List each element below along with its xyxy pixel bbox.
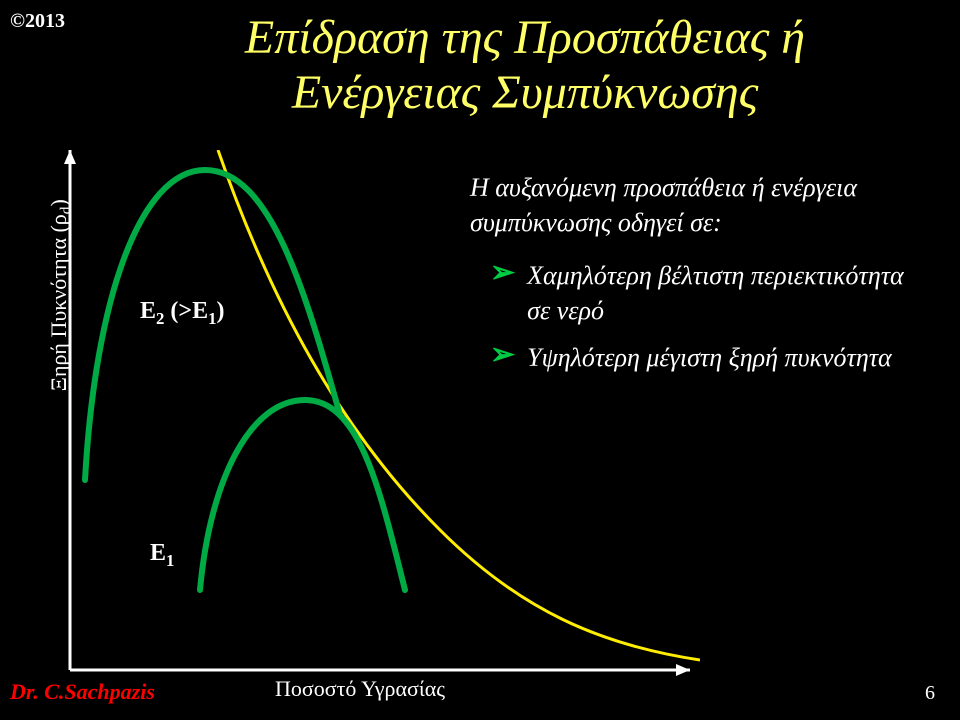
arrow-icon: ➢ — [490, 258, 515, 288]
page-number: 6 — [925, 682, 935, 705]
bullet-2: ➢ Υψηλότερη μέγιστη ξηρή πυκνότητα — [490, 340, 930, 375]
y-axis-arrow — [64, 150, 76, 164]
curve-e1 — [200, 400, 405, 590]
title-line-1: Επίδραση της Προσπάθειας ή — [245, 11, 805, 64]
body-text-block: Η αυξανόμενη προσπάθεια ή ενέργεια συμπύ… — [470, 170, 930, 387]
copyright-text: ©2013 — [10, 10, 65, 33]
bullet-1: ➢ Χαμηλότερη βέλτιστη περιεκτικότητα σε … — [490, 258, 930, 328]
title-line-2: Ενέργειας Συμπύκνωσης — [292, 66, 758, 119]
curve-label-e1: E1 — [150, 540, 174, 571]
bullet-2-text: Υψηλότερη μέγιστη ξηρή πυκνότητα — [527, 340, 892, 375]
arrow-icon: ➢ — [490, 340, 515, 370]
bullet-1-text: Χαμηλότερη βέλτιστη περιεκτικότητα σε νε… — [527, 258, 930, 328]
author-text: Dr. C.Sachpazis — [10, 679, 155, 705]
x-axis-arrow — [676, 664, 690, 676]
curve-label-e2: E2 (>E1) — [140, 298, 224, 329]
lead-text: Η αυξανόμενη προσπάθεια ή ενέργεια συμπύ… — [470, 170, 930, 240]
page-title: Επίδραση της Προσπάθειας ή Ενέργειας Συμ… — [110, 10, 940, 120]
